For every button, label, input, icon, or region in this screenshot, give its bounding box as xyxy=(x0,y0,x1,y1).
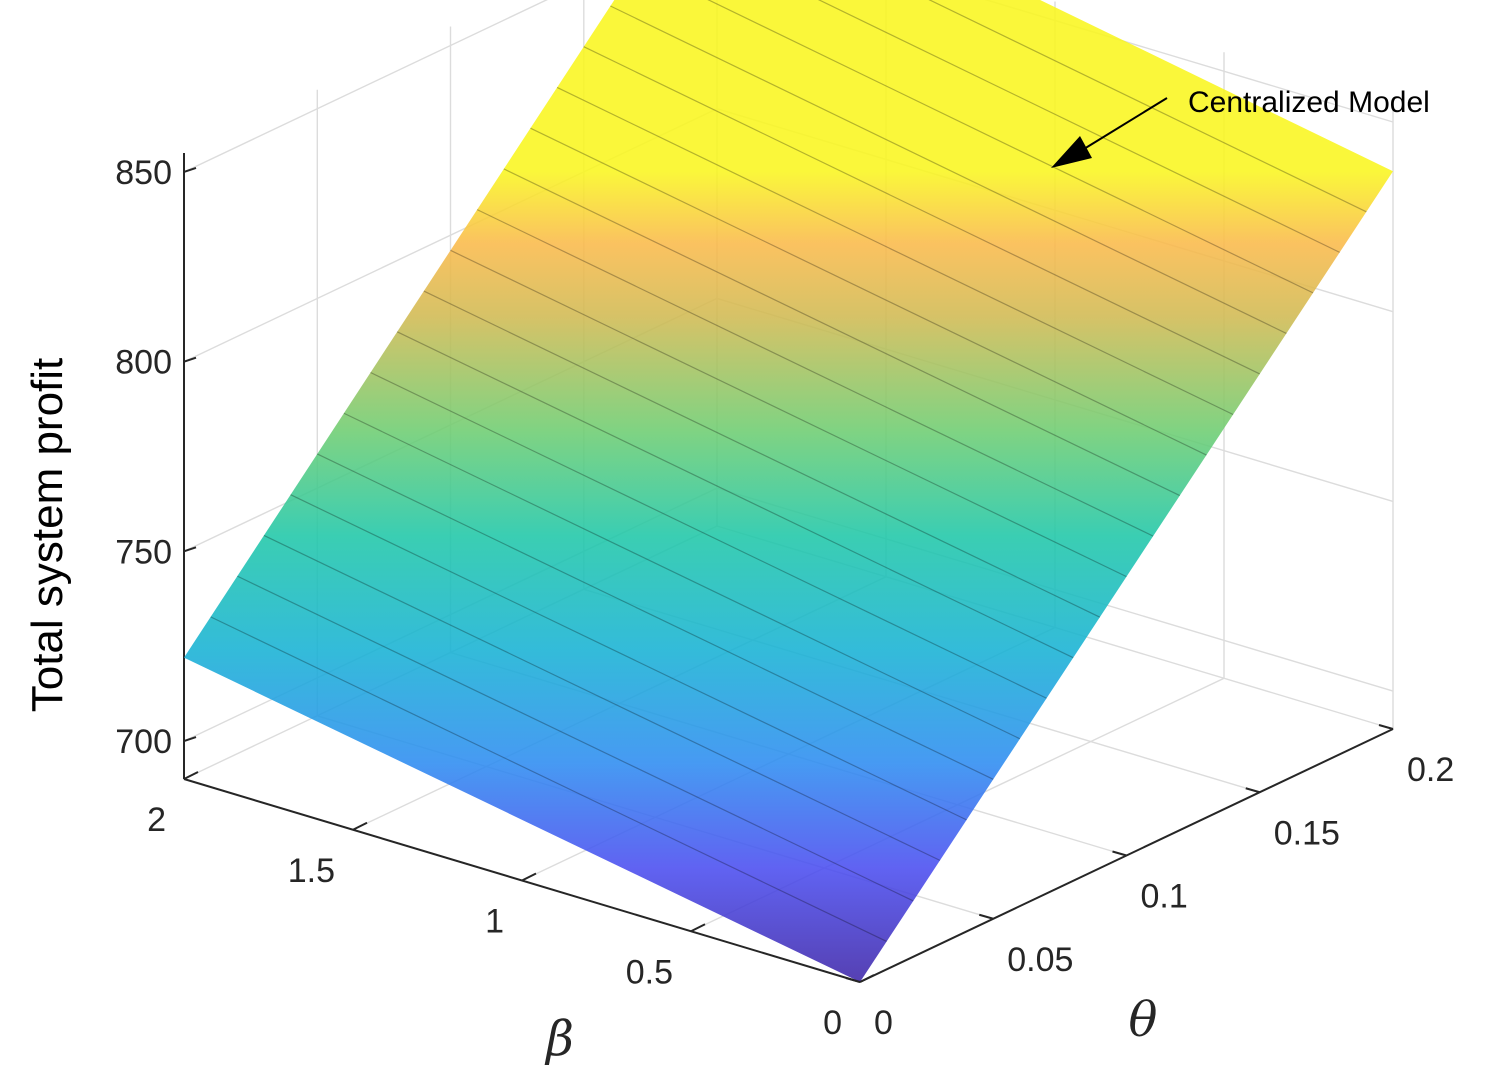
beta-tick-label: 1.5 xyxy=(288,852,335,890)
theta-tick xyxy=(1246,788,1260,792)
beta-tick-label: 0.5 xyxy=(626,953,673,991)
z-axis-label: Total system profit xyxy=(23,358,72,713)
beta-tick xyxy=(691,924,705,931)
theta-tick xyxy=(979,915,993,919)
beta-axis-label: β xyxy=(544,1011,574,1067)
theta-tick-label: 0.1 xyxy=(1141,878,1188,916)
surface-patch xyxy=(184,0,1393,982)
beta-tick xyxy=(522,874,536,881)
beta-tick xyxy=(353,823,367,830)
theta-tick xyxy=(1113,852,1127,856)
theta-axis-label: θ xyxy=(1129,992,1158,1048)
profit-surface xyxy=(184,0,1393,982)
annotation-text: Centralized Model xyxy=(1188,86,1430,119)
beta-tick-label: 2 xyxy=(147,801,166,839)
theta-tick-label: 0 xyxy=(874,1004,893,1042)
theta-tick-label: 0.05 xyxy=(1007,941,1073,979)
z-tick-label: 700 xyxy=(115,723,172,761)
theta-tick xyxy=(1379,725,1393,729)
theta-tick-label: 0.2 xyxy=(1407,751,1454,789)
theta-tick-label: 0.15 xyxy=(1274,814,1340,852)
z-tick-label: 750 xyxy=(115,533,172,571)
beta-tick xyxy=(184,772,198,779)
beta-tick-label: 0 xyxy=(823,1004,842,1042)
z-tick-label: 800 xyxy=(115,344,172,382)
z-tick-label: 850 xyxy=(115,154,172,192)
beta-tick-label: 1 xyxy=(485,903,504,941)
